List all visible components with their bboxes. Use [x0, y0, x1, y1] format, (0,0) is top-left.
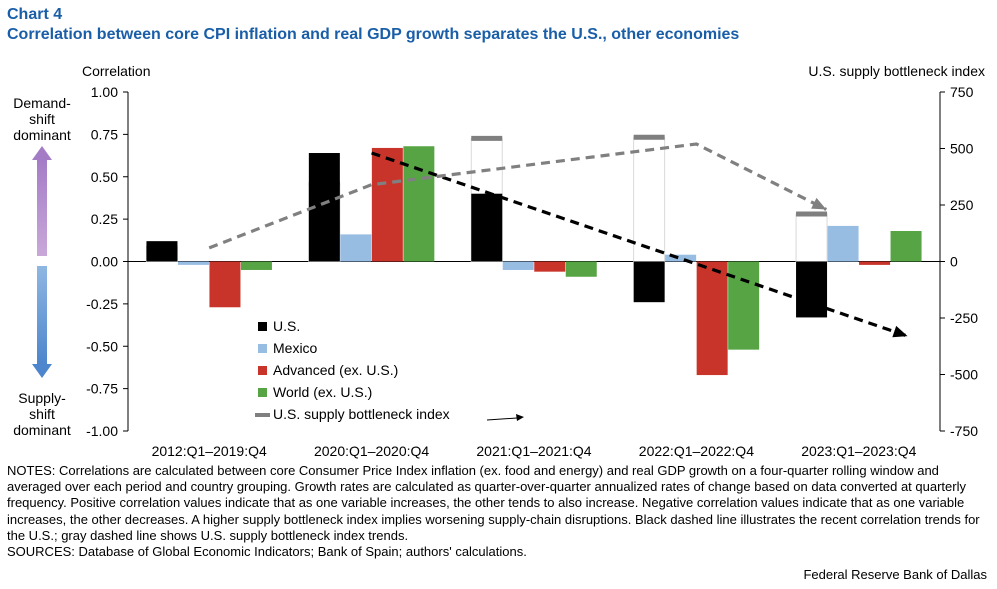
legend-label: U.S. [273, 318, 300, 334]
supply-shift-label: shift [29, 406, 55, 422]
y2-tick-label: 0 [950, 254, 958, 270]
supply-arrow-head [32, 364, 52, 378]
bar [403, 146, 435, 262]
demand-arrow-shaft [37, 158, 47, 256]
supply-shift-label: dominant [13, 422, 71, 438]
legend-swatch [258, 322, 267, 331]
y2-tick-label: -250 [950, 310, 978, 326]
demand-shift-label: shift [29, 111, 55, 127]
lines-group [208, 142, 909, 338]
bar [633, 261, 665, 303]
us-trend-arrow-head [892, 325, 908, 338]
bar [209, 261, 241, 308]
x-tick-label: 2020:Q1–2020:Q4 [314, 443, 429, 459]
bar [240, 261, 272, 270]
legend-label: Advanced (ex. U.S.) [273, 362, 398, 378]
y2-tick-label: 750 [950, 84, 974, 100]
bar [177, 261, 209, 265]
y2-axis-title: U.S. supply bottleneck index [808, 63, 985, 79]
y-tick-label: -1.00 [86, 423, 118, 439]
bar [890, 230, 922, 262]
credit: Federal Reserve Bank of Dallas [803, 567, 987, 582]
axes-group: 1.00 0.75 0.50 0.25 0.00 -0.25 -0.50 -0.75 -1.00… [86, 84, 978, 459]
sources-text: SOURCES: Database of Global Economic Ind… [7, 544, 527, 560]
bottleneck-column [795, 213, 828, 262]
demand-shift-label: Demand- [13, 95, 71, 111]
y-tick-label: 0.50 [91, 169, 118, 185]
legend-label: Mexico [273, 340, 318, 356]
chart-title: Correlation between core CPI inflation a… [7, 26, 740, 43]
y-tick-label: 1.00 [91, 84, 118, 100]
legend-swatch [258, 388, 267, 397]
legend-swatch [258, 366, 267, 375]
y2-tick-label: -750 [950, 423, 978, 439]
bar [665, 254, 697, 262]
y2-tick-label: 500 [950, 141, 974, 157]
bar [340, 234, 372, 262]
y-tick-label: -0.75 [86, 381, 118, 397]
legend-swatch [258, 344, 267, 353]
chart-header: Chart 4 Correlation between core CPI inf… [7, 5, 739, 45]
y-tick-label: 0.00 [91, 254, 118, 270]
bottleneck-trend-arrow [208, 142, 828, 250]
notes-text: NOTES: Correlations are calculated betwe… [7, 463, 980, 543]
legend-label: World (ex. U.S.) [273, 384, 372, 400]
bar [471, 193, 503, 262]
chart-label: Chart 4 [7, 6, 63, 23]
y-tick-label: 0.75 [91, 126, 118, 142]
y-axis-title: Correlation [82, 63, 150, 79]
bar [827, 225, 859, 262]
supply-arrow-shaft [37, 266, 47, 364]
legend-label: U.S. supply bottleneck index [273, 406, 450, 422]
bar [502, 261, 534, 270]
x-tick-label: 2022:Q1–2022:Q4 [639, 443, 754, 459]
supply-shift-label: Supply- [18, 390, 66, 406]
legend: U.S. Mexico Advanced (ex. U.S.) World (ex. … [255, 318, 524, 422]
us-trend-arrow [371, 151, 909, 338]
y-tick-label: -0.50 [86, 338, 118, 354]
bottleneck-trend-arrow-head [811, 197, 827, 210]
notes: NOTES: Correlations are calculated betwe… [7, 463, 992, 560]
y-tick-label: 0.25 [91, 211, 118, 227]
legend-pointer-arrow [486, 417, 518, 421]
bottleneck-column [633, 136, 666, 262]
demand-arrow-head [32, 146, 52, 160]
bar [534, 261, 566, 272]
bar [696, 261, 728, 376]
x-tick-label: 2021:Q1–2021:Q4 [476, 443, 591, 459]
bar [796, 261, 828, 318]
x-tick-label: 2012:Q1–2019:Q4 [152, 443, 267, 459]
legend-pointer-arrow-head [516, 414, 524, 421]
demand-shift-label: dominant [13, 127, 71, 143]
y2-tick-label: -500 [950, 367, 978, 383]
chart: Correlation U.S. supply bottleneck index… [13, 63, 985, 459]
bar [146, 241, 178, 262]
bars-group [145, 134, 922, 376]
y2-tick-label: 250 [950, 197, 974, 213]
bar [371, 147, 403, 262]
y-tick-label: -0.25 [86, 296, 118, 312]
x-tick-label: 2023:Q1–2023:Q4 [801, 443, 916, 459]
bar [565, 261, 597, 277]
bar [859, 261, 891, 265]
